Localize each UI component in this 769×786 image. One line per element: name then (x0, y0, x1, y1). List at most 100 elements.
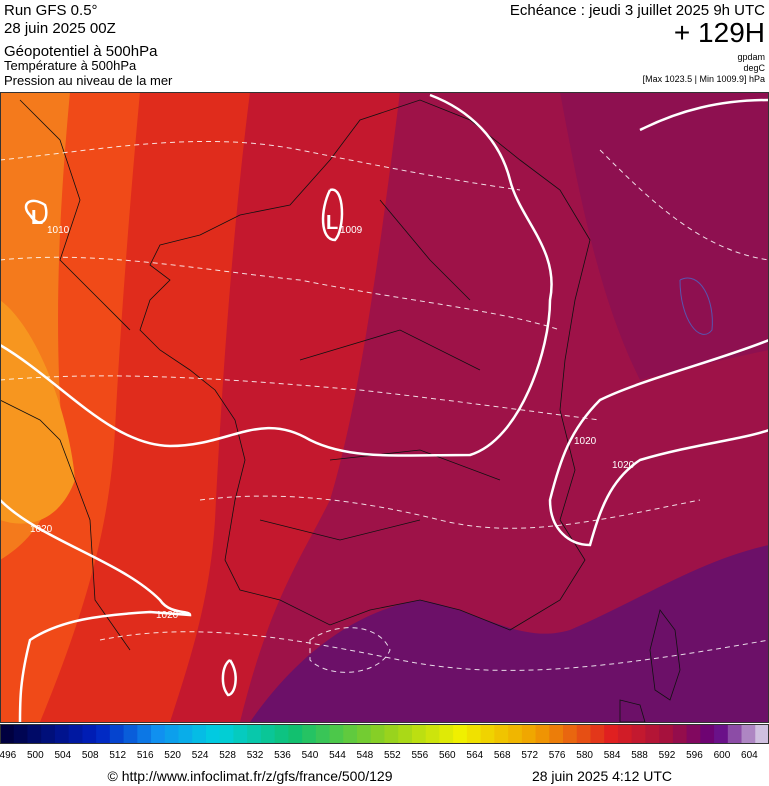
scale-swatch (205, 724, 221, 744)
scale-label: 528 (219, 750, 236, 761)
isobar (548, 338, 769, 547)
scale-label: 564 (466, 750, 483, 761)
scale-swatch (164, 724, 180, 744)
scale-label: 512 (109, 750, 126, 761)
scale-label: 576 (549, 750, 566, 761)
scale-swatch (617, 724, 633, 744)
valid-time: Echéance : jeudi 3 juillet 2025 9h UTC (510, 2, 765, 19)
scale-swatch (137, 724, 152, 744)
scale-label: 560 (439, 750, 456, 761)
run-label: Run GFS 0.5° (4, 2, 98, 19)
scale-swatch (370, 724, 385, 744)
scale-swatch (604, 724, 619, 744)
isobar-label: 1020 (30, 524, 53, 535)
scale-swatch (219, 724, 234, 744)
scale-swatch (384, 724, 399, 744)
contour (679, 277, 713, 335)
unit-label: degC (743, 63, 765, 73)
scale-label: 592 (659, 750, 676, 761)
scale-label: 504 (54, 750, 71, 761)
pressure-range: [Max 1023.5 | Min 1009.9] hPa (643, 74, 765, 84)
scale-swatch (82, 724, 97, 744)
field-band (560, 92, 769, 380)
scale-swatch (233, 724, 248, 744)
field-band (250, 545, 769, 722)
lead-time: + 129H (674, 17, 765, 48)
scale-swatch (315, 724, 331, 744)
scale-swatch (714, 724, 729, 744)
island (619, 699, 646, 722)
isobar-label: 1009 (340, 225, 363, 236)
scale-swatch (357, 724, 372, 744)
scale-swatch (96, 724, 111, 744)
field-label: Température à 500hPa (4, 58, 137, 73)
contour (99, 631, 769, 671)
scale-label: 596 (686, 750, 703, 761)
scale-swatch (247, 724, 262, 744)
scale-swatch (13, 724, 28, 744)
contour (309, 627, 391, 673)
contour (599, 149, 769, 261)
scale-label: 588 (631, 750, 648, 761)
scale-swatch (41, 724, 56, 744)
scale-swatch (343, 724, 358, 744)
scale-label: 580 (576, 750, 593, 761)
map: L L 1010 1009 1020 1020 1020 1020 (0, 92, 769, 722)
source-url: © http://www.infoclimat.fr/z/gfs/france/… (108, 768, 393, 784)
coastline (19, 99, 131, 331)
field-label: Pression au niveau de la mer (4, 73, 173, 88)
isobar (24, 199, 48, 224)
scale-swatch (576, 724, 591, 744)
scale-swatch (700, 724, 715, 744)
scale-label: 584 (604, 750, 621, 761)
scale-swatch (329, 724, 344, 744)
scale-swatch (151, 724, 166, 744)
scale-swatch (466, 724, 482, 744)
scale-swatch (549, 724, 564, 744)
isobar (0, 499, 192, 722)
low-marker: L (31, 207, 43, 229)
field-label: Géopotentiel à 500hPa (4, 43, 158, 60)
scale-swatch (260, 724, 276, 744)
scale-swatch (439, 724, 454, 744)
scale-swatch (590, 724, 605, 744)
scale-swatch (741, 724, 756, 744)
generated-date: 28 juin 2025 4:12 UTC (532, 768, 672, 784)
scale-swatch (274, 724, 289, 744)
scale-label: 520 (164, 750, 181, 761)
scale-label: 516 (137, 750, 154, 761)
isobar-label: 1010 (47, 225, 70, 236)
scale-label: 604 (741, 750, 758, 761)
scale-label: 572 (521, 750, 538, 761)
scale-label: 600 (714, 750, 731, 761)
scale-swatch (480, 724, 495, 744)
run-date: 28 juin 2025 00Z (4, 20, 116, 37)
scale-swatch (659, 724, 674, 744)
scale-label: 496 (0, 750, 17, 761)
scale-swatch (0, 724, 15, 744)
scale-swatch (453, 724, 468, 744)
border (259, 199, 501, 541)
island (649, 609, 681, 701)
isobar (639, 98, 769, 132)
scale-swatch (54, 724, 70, 744)
scale-swatch (755, 724, 769, 744)
isobar-label: 1020 (612, 460, 635, 471)
scale-label: 532 (247, 750, 264, 761)
scale-label: 548 (357, 750, 374, 761)
scale-swatch (123, 724, 138, 744)
scale-label: 568 (494, 750, 511, 761)
scale-swatch (302, 724, 317, 744)
isobar (321, 188, 344, 242)
scale-swatch (645, 724, 660, 744)
contour (0, 256, 561, 331)
scale-swatch (68, 724, 83, 744)
scale-label: 552 (384, 750, 401, 761)
scale-label: 524 (192, 750, 209, 761)
low-marker: L (326, 212, 338, 234)
scale-label: 544 (329, 750, 346, 761)
scale-swatch (109, 724, 125, 744)
scale-label: 536 (274, 750, 291, 761)
contour (199, 495, 701, 529)
